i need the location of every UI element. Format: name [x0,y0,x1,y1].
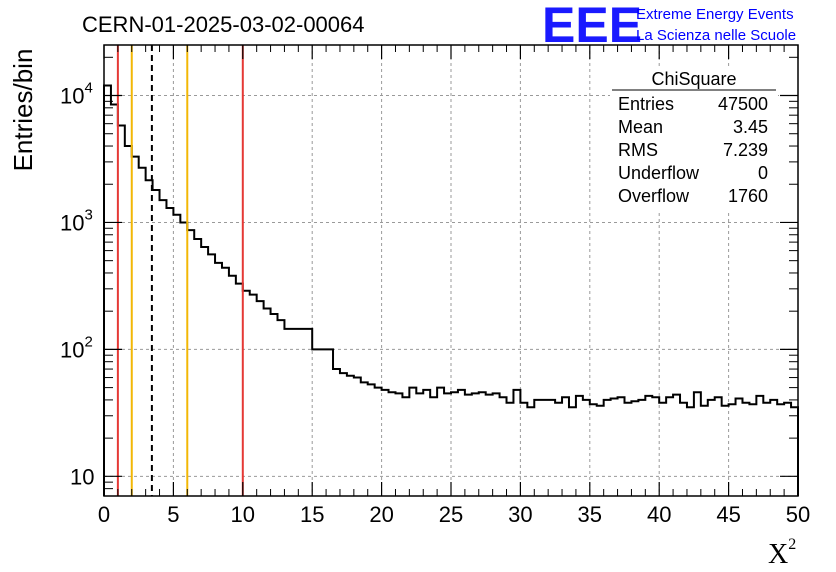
logo-line-1: Extreme Energy Events [636,6,794,23]
y-tick-labels: 10 102 103 104 [60,80,94,490]
x-axis-label-base: X [768,539,788,570]
stats-title: ChiSquare [651,69,736,89]
x-tick-label: 20 [369,502,393,527]
y-tick-label: 10 [70,464,94,489]
stats-value-underflow: 0 [758,163,768,183]
stats-label-rms: RMS [618,140,658,160]
y-axis-label: Entries/bin [8,49,38,172]
x-axis-label-exponent: 2 [788,536,796,553]
stats-label-mean: Mean [618,117,663,137]
x-tick-label: 40 [647,502,671,527]
x-tick-label: 5 [167,502,179,527]
x-axis-label: X2 [768,536,796,570]
x-tick-label: 45 [716,502,740,527]
stats-value-entries: 47500 [718,94,768,114]
eee-logo-mark: EEE [542,0,642,53]
y-tick-label: 102 [60,333,93,362]
y-tick-label: 103 [60,206,93,235]
stats-box: ChiSquare Entries 47500 Mean 3.45 RMS 7.239 Un… [610,67,778,211]
logo-line-2: La Scienza nelle Scuole [636,27,796,44]
stats-label-underflow: Underflow [618,163,700,183]
x-tick-labels: 0 5 10 15 20 25 30 35 40 45 50 [98,502,810,527]
stats-background [610,67,778,211]
stats-value-mean: 3.45 [733,117,768,137]
axis-ticks [103,45,799,497]
x-tick-label: 50 [786,502,810,527]
vertical-markers [116,45,244,496]
x-tick-label: 30 [508,502,532,527]
x-tick-label: 15 [300,502,324,527]
stats-label-overflow: Overflow [618,186,690,206]
x-tick-label: 25 [439,502,463,527]
histogram-line [103,84,799,496]
y-tick-label: 104 [60,80,93,109]
stats-label-entries: Entries [618,94,674,114]
stats-value-overflow: 1760 [728,186,768,206]
eee-logo: EEE Extreme Energy Events La Scienza nel… [542,0,796,53]
stats-value-rms: 7.239 [723,140,768,160]
x-tick-label: 10 [231,502,255,527]
x-tick-label: 0 [98,502,110,527]
histogram-series [103,84,799,496]
x-tick-label: 35 [578,502,602,527]
chart-title: CERN-01-2025-03-02-00064 [82,12,365,37]
